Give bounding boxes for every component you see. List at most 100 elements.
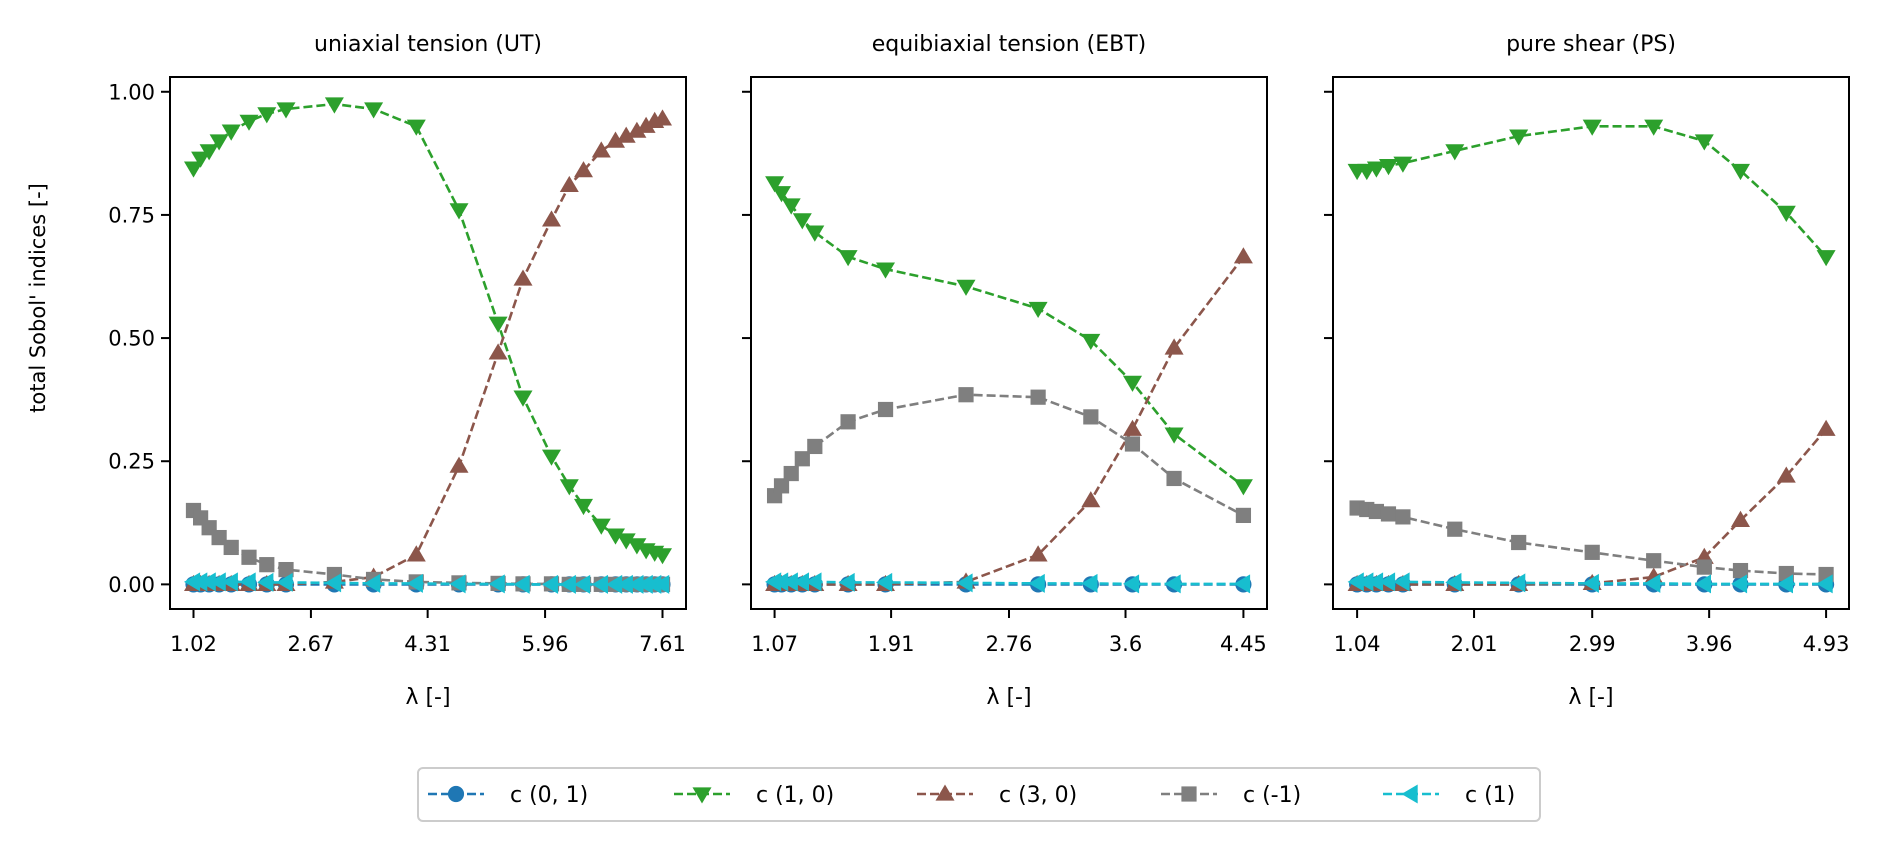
data-point (1816, 250, 1836, 267)
data-point (1816, 574, 1833, 594)
data-point (574, 161, 593, 178)
y-tick-label: 0.50 (108, 327, 155, 351)
data-point (1511, 534, 1527, 551)
data-point (1081, 491, 1101, 508)
y-tick-label: 0.25 (108, 450, 155, 474)
data-point (209, 134, 229, 151)
data-point (876, 262, 895, 279)
data-point (184, 161, 203, 178)
x-tick-label: 4.93 (1803, 632, 1850, 656)
x-tick-label: 2.67 (288, 632, 335, 656)
data-point (324, 573, 342, 593)
data-point (1694, 574, 1711, 594)
data-point (958, 387, 974, 403)
data-point (807, 438, 823, 455)
data-point (765, 176, 785, 193)
x-axis-label: λ [-] (405, 685, 450, 710)
y-axis-label: total Sobol' indices [-] (26, 183, 50, 413)
legend-item-c-1-0: c (1, 0) (674, 783, 834, 808)
series-c-1-0 (765, 176, 1253, 496)
x-axis-label: λ [-] (986, 685, 1031, 710)
legend-item-c-0-1: c (0, 1) (428, 783, 588, 808)
data-point (606, 574, 623, 594)
data-point (616, 574, 633, 594)
x-tick-label: 1.07 (751, 632, 798, 656)
data-point (653, 574, 670, 594)
data-point (406, 119, 426, 136)
chart-panel-3: pure shear (PS) 1.04 2.01 2.99 3.96 4.93 λ [-] (1324, 32, 1850, 710)
data-point (199, 144, 219, 161)
data-point (1582, 119, 1602, 136)
data-point (781, 198, 801, 215)
series-c-1 (185, 502, 671, 592)
data-point (1584, 544, 1600, 560)
series-c-1-0 (184, 97, 672, 565)
data-point (1646, 553, 1662, 569)
data-point (542, 449, 561, 466)
data-point (792, 213, 812, 230)
legend-marker (692, 787, 712, 804)
data-point (1083, 409, 1099, 425)
data-point (1379, 572, 1396, 592)
legend-frame (417, 767, 1541, 822)
data-point (1644, 573, 1661, 593)
data-point (627, 121, 647, 138)
legend-item-c-1: c (1) (1383, 783, 1515, 808)
data-point (1123, 375, 1142, 392)
data-point (1393, 156, 1413, 173)
data-point (1123, 419, 1142, 436)
data-point (1393, 572, 1410, 592)
data-point (591, 574, 608, 594)
data-point (1776, 205, 1796, 222)
data-point (1731, 574, 1748, 594)
data-point (406, 573, 423, 593)
data-point (1357, 572, 1374, 592)
data-point (653, 109, 672, 126)
legend-marker (935, 784, 955, 801)
chart-title: equibiaxial tension (EBT) (872, 32, 1147, 57)
data-point (772, 186, 791, 203)
data-point (1028, 301, 1048, 318)
data-point (840, 414, 856, 430)
data-point (1582, 573, 1599, 593)
data-point (877, 401, 894, 418)
x-tick-label: 5.96 (522, 632, 569, 656)
y-tick-label: 0.75 (108, 203, 155, 227)
data-point (199, 572, 216, 592)
legend: c (0, 1) c (1, 0) c (3, 0) c (-1) c (1) (417, 767, 1541, 822)
data-point (956, 279, 976, 296)
data-point (627, 574, 644, 594)
data-point (1509, 129, 1529, 146)
data-point (653, 548, 672, 565)
data-point (488, 343, 508, 360)
data-point (794, 451, 810, 467)
data-point (406, 545, 426, 562)
data-point (1379, 159, 1398, 176)
data-point (616, 533, 636, 550)
legend-label: c (1) (1465, 783, 1515, 808)
data-point (239, 114, 259, 131)
data-point (221, 572, 238, 592)
data-point (191, 151, 211, 168)
data-point (1164, 427, 1184, 444)
data-point (1644, 119, 1664, 136)
series-c-1 (765, 572, 1251, 594)
series-line (192, 102, 663, 557)
data-point (241, 549, 257, 565)
data-point (805, 225, 825, 242)
data-point (574, 498, 593, 516)
data-point (513, 269, 533, 286)
data-point (1233, 247, 1253, 264)
data-point (1776, 466, 1796, 483)
series-line (773, 393, 1245, 517)
series-c-1 (766, 387, 1252, 524)
legend-label: c (0, 1) (510, 783, 588, 808)
series-line (192, 509, 663, 586)
series-c-1 (1349, 500, 1834, 583)
legend-marker (1181, 786, 1197, 802)
data-point (1164, 338, 1184, 355)
data-point (209, 572, 226, 592)
x-tick-label: 3.96 (1686, 632, 1733, 656)
series-c-3-0 (765, 247, 1253, 591)
data-point (211, 529, 227, 546)
